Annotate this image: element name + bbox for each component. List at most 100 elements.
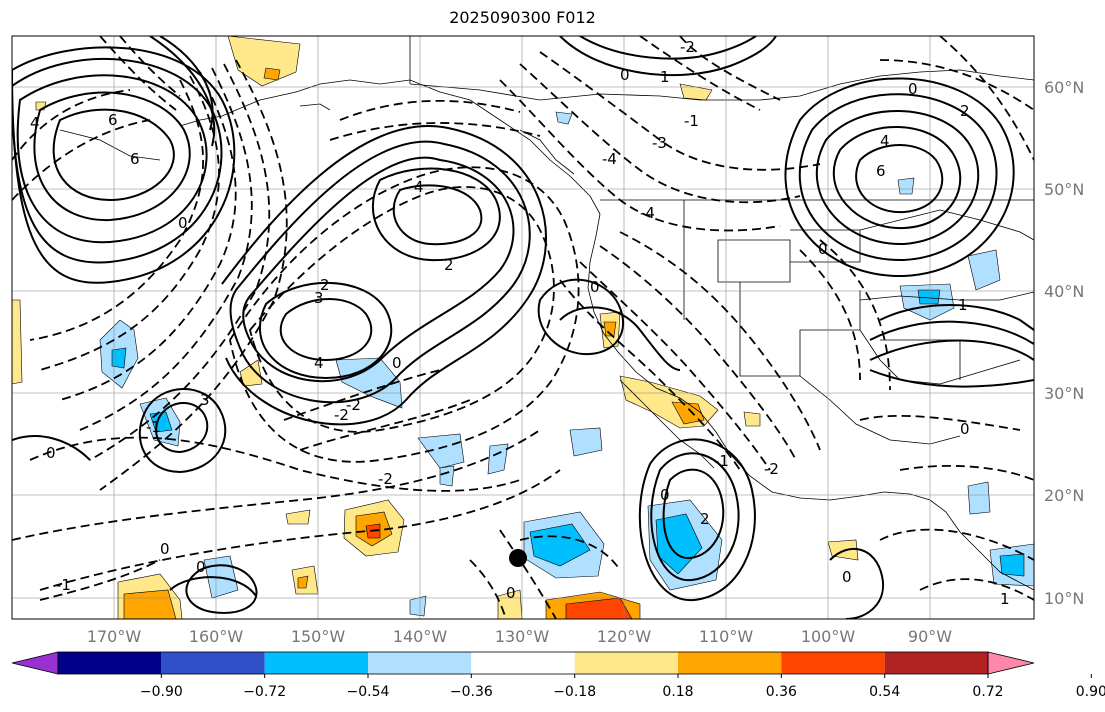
colorbar-tick-label: −0.90 — [140, 684, 183, 700]
patch — [565, 597, 633, 619]
lat-label: 60°N — [1044, 78, 1084, 97]
contour-label: -4 — [602, 150, 617, 168]
colorbar-tick-label: 0.18 — [662, 684, 693, 700]
patch — [111, 347, 127, 369]
patch — [967, 249, 1001, 291]
map-frame — [11, 35, 1035, 620]
contour-label: 0 — [392, 354, 402, 372]
lon-label: 160°W — [189, 627, 244, 646]
contour-label: 0 — [196, 558, 206, 576]
contour-label: -1 — [684, 112, 699, 130]
colorbar: −0.90 −0.72 −0.54 −0.36 −0.18 0.18 0.36 0.54 0.7… — [11, 651, 1105, 700]
contour-label: -1 — [714, 452, 729, 470]
contour-label: 3 — [314, 289, 324, 307]
contour-label: 6 — [130, 150, 140, 168]
contour-label: 2 — [444, 256, 454, 274]
colorbar-segment — [781, 652, 885, 674]
colorbar-tick-label: 0.72 — [972, 684, 1003, 700]
contour-label: 1 — [958, 296, 968, 314]
contour-label: 4 — [30, 114, 40, 132]
contour-label: -2 — [680, 38, 695, 56]
lon-label: 100°W — [801, 627, 856, 646]
contour-label: 0 — [960, 420, 970, 438]
contour-label: 0 — [178, 214, 188, 232]
lon-label: 90°W — [908, 627, 952, 646]
colorbar-segment — [11, 651, 59, 675]
contour-label: 0 — [160, 540, 170, 558]
contour-label: -4 — [640, 204, 655, 222]
patch — [487, 443, 509, 475]
patch — [999, 553, 1025, 577]
contour-label: 4 — [414, 178, 424, 196]
colorbar-tick-label: −0.54 — [347, 684, 390, 700]
lon-label: 130°W — [495, 627, 550, 646]
lat-label: 30°N — [1044, 384, 1084, 403]
shaded-anomalies — [12, 36, 1034, 619]
patch — [285, 509, 311, 525]
black-dot-marker — [509, 549, 527, 567]
patch — [603, 321, 617, 337]
map-title: 2025090300 F012 — [449, 8, 596, 27]
contour-label: 6 — [108, 111, 118, 129]
patch — [417, 433, 465, 469]
patch — [123, 589, 177, 619]
contour-label: -2 — [378, 470, 393, 488]
lon-label: 140°W — [393, 627, 448, 646]
contour-label: 2 — [320, 276, 330, 294]
colorbar-segment — [368, 652, 472, 674]
lon-label: 150°W — [291, 627, 346, 646]
contour-label: 0 — [620, 66, 630, 84]
patch — [655, 513, 703, 575]
lat-label: 40°N — [1044, 282, 1084, 301]
colorbar-tick-label: −0.36 — [450, 684, 493, 700]
patch — [897, 177, 915, 195]
colorbar-segment — [264, 652, 368, 674]
colorbar-segment — [884, 652, 988, 674]
patch — [227, 36, 301, 87]
contour-label: 1 — [1000, 590, 1010, 608]
contour-label: 3 — [200, 391, 210, 409]
contour-label: 4 — [314, 354, 324, 372]
colorbar-segment — [987, 651, 1035, 675]
colorbar-segment — [574, 652, 678, 674]
colorbar-tick-label: 0.36 — [766, 684, 797, 700]
patch — [555, 111, 573, 125]
colorbar-segment — [471, 652, 575, 674]
contour-label: -1 — [146, 418, 161, 436]
patch — [671, 401, 705, 425]
colorbar-frame — [57, 651, 989, 675]
contour-label: 0 — [46, 444, 56, 462]
contour-label: 2 — [960, 102, 970, 120]
colorbar-segment — [58, 652, 162, 674]
contour-label: 4 — [880, 132, 890, 150]
colorbar-tick-label: 0.90 — [1076, 684, 1105, 700]
colorbar-tick-label: 0.54 — [869, 684, 900, 700]
lon-label: 170°W — [87, 627, 142, 646]
lon-label: 110°W — [699, 627, 754, 646]
contour-label: 0 — [818, 240, 828, 258]
map-plot-area: 6 4 6 4 2 3 4 2 0 -2 -2 0 -4 -3 -4 -1 0 … — [12, 36, 1034, 619]
colorbar-tick-label: −0.72 — [243, 684, 286, 700]
contour-label: -2 — [764, 460, 779, 478]
contour-label: 2 — [700, 510, 710, 528]
patch — [967, 481, 991, 515]
patch — [297, 575, 309, 589]
contour-label: 0 — [908, 80, 918, 98]
longitude-axis: 170°W 160°W 150°W 140°W 130°W 120°W 110°… — [87, 627, 952, 646]
colorbar-segment — [161, 652, 265, 674]
patch — [743, 411, 761, 427]
lat-label: 10°N — [1044, 589, 1084, 608]
lon-label: 120°W — [597, 627, 652, 646]
negative-contours — [12, 36, 1034, 619]
colorbar-tick-label: −0.18 — [553, 684, 596, 700]
contour-label: 0 — [842, 568, 852, 586]
contour-label: -3 — [652, 134, 667, 152]
positive-contours — [12, 36, 1034, 619]
patch — [409, 595, 427, 617]
contour-label: 1 — [660, 68, 670, 86]
patch — [917, 289, 941, 305]
lat-label: 50°N — [1044, 180, 1084, 199]
colorbar-segment — [678, 652, 782, 674]
contour-label: -2 — [346, 396, 361, 414]
